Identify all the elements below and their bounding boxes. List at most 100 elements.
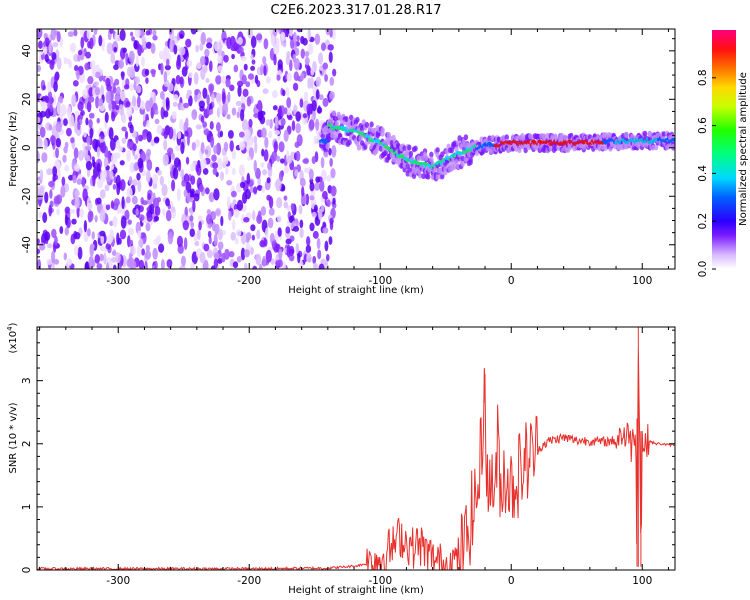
heat-cell: [85, 145, 92, 151]
heat-cell: [331, 202, 337, 209]
heat-cell: [265, 249, 272, 263]
heat-cell: [44, 191, 49, 204]
heat-cell: [173, 157, 181, 168]
heat-cell: [162, 97, 166, 110]
heat-cell: [145, 222, 151, 232]
heat-cell: [452, 163, 458, 170]
heat-cell: [231, 150, 237, 160]
heat-cell: [200, 67, 206, 80]
heat-cell: [280, 35, 286, 42]
heat-cell: [113, 46, 118, 53]
heat-cell: [48, 204, 52, 217]
heat-cell: [206, 94, 210, 106]
heat-cell: [166, 147, 174, 155]
heat-cell: [240, 109, 245, 122]
heat-cell: [332, 197, 336, 205]
heat-cell: [112, 183, 117, 190]
top-xtick-label: -100: [368, 275, 392, 287]
heat-cell: [311, 156, 316, 165]
heat-cell: [122, 47, 127, 53]
heat-cell: [86, 100, 92, 113]
bottom-y-scale-note: (x104): [6, 322, 19, 353]
heat-cell: [260, 162, 265, 168]
top-xtick-label: -300: [106, 275, 130, 287]
heat-cell: [311, 99, 317, 112]
heat-cell: [326, 199, 331, 208]
heat-cell: [408, 150, 414, 157]
heat-cell: [136, 245, 142, 258]
heat-cell: [123, 84, 130, 90]
heat-cell: [118, 145, 123, 153]
heat-cell: [294, 169, 299, 177]
heat-cell: [209, 120, 214, 130]
heat-cell: [278, 248, 283, 260]
heat-cell: [131, 36, 136, 42]
heat-cell: [53, 108, 57, 118]
heat-cell: [240, 55, 247, 62]
heat-cell: [251, 59, 256, 65]
heat-cell: [96, 197, 102, 205]
top-ytick-label: -40: [21, 236, 33, 253]
heat-cell: [262, 56, 267, 65]
heat-cell: [277, 227, 282, 237]
heat-cell: [57, 95, 64, 104]
heat-cell: [231, 53, 235, 60]
heat-cell: [323, 151, 329, 158]
heat-cell: [308, 119, 315, 131]
heat-cell: [229, 140, 234, 152]
heat-cell: [334, 120, 340, 127]
colorbar-label: Normalized spectral amplitude: [738, 72, 749, 226]
heat-cell: [227, 130, 234, 139]
heat-cell: [285, 87, 290, 97]
heat-cell: [105, 77, 111, 88]
heat-cell: [241, 234, 247, 245]
heat-cell: [233, 208, 240, 218]
heat-cell: [277, 215, 282, 223]
heat-cell: [265, 119, 271, 126]
heat-cell: [278, 141, 285, 153]
heat-cell: [273, 140, 278, 153]
heat-cell: [50, 29, 57, 41]
heat-cell: [228, 251, 235, 258]
bottom-xtick-label: -100: [368, 575, 392, 587]
heat-cell: [64, 226, 70, 236]
heat-cell: [147, 192, 152, 200]
heat-cell: [211, 93, 215, 102]
heat-cell: [311, 211, 317, 218]
heat-cell: [328, 117, 333, 124]
heat-cell: [624, 132, 629, 139]
heat-cell: [115, 104, 120, 111]
heat-cell: [114, 95, 121, 101]
top-ytick-label: 20: [21, 93, 33, 106]
heat-cell: [109, 170, 114, 180]
heat-cell: [254, 141, 258, 154]
heat-cell: [124, 130, 129, 140]
top-ytick-label: -20: [21, 188, 33, 205]
heat-cell: [272, 29, 278, 37]
heat-cell: [131, 130, 138, 138]
heat-cell: [104, 184, 110, 192]
heat-cell: [348, 114, 354, 121]
heat-cell: [96, 162, 101, 172]
heat-cell: [245, 237, 250, 243]
heat-cell: [74, 232, 81, 240]
heat-cell: [200, 157, 207, 170]
heat-cell: [146, 213, 153, 222]
heat-cell: [146, 119, 150, 128]
heat-cell: [236, 199, 244, 211]
heat-cell: [157, 196, 161, 203]
heat-cell: [272, 105, 278, 111]
heat-cell: [292, 31, 297, 44]
heat-cell: [240, 94, 247, 104]
heat-cell: [306, 236, 311, 247]
heat-cell: [260, 206, 267, 216]
heat-cell: [304, 51, 310, 57]
heat-cell: [290, 203, 295, 210]
heat-cell: [165, 97, 170, 108]
heat-cell: [212, 167, 218, 176]
heat-cell: [296, 35, 300, 42]
heat-cell: [125, 100, 131, 108]
heat-cell: [220, 215, 224, 227]
heat-cell: [85, 51, 92, 59]
heat-cell: [278, 170, 284, 182]
